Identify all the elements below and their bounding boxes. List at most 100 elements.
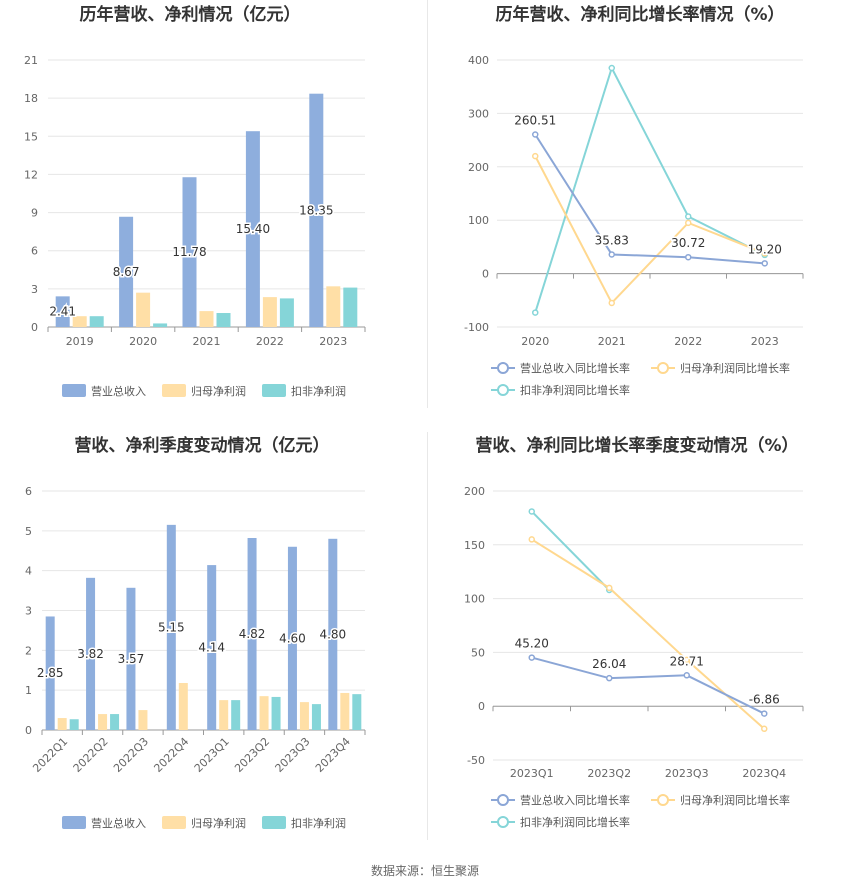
y-tick-label: 12 — [24, 168, 38, 181]
y-tick-label: 5 — [25, 525, 32, 538]
x-tick-label: 2023Q1 — [192, 735, 232, 775]
x-tick-label: 2022 — [256, 335, 284, 348]
data-point — [606, 674, 613, 682]
x-tick-label: 2022Q4 — [151, 735, 191, 775]
x-tick-label: 2023Q2 — [232, 735, 272, 775]
legend-marker — [497, 384, 509, 396]
bar-归母净利润 — [136, 292, 151, 327]
data-label: 5.15 — [158, 620, 185, 634]
data-label: 4.60 — [279, 631, 306, 645]
legend-swatch — [262, 384, 286, 397]
legend-label: 扣非净利润 — [291, 384, 346, 398]
bar-营业总收入 — [126, 587, 136, 730]
chart-title: 历年营收、净利情况（亿元） — [80, 4, 301, 25]
legend-swatch — [62, 816, 86, 829]
data-label: 3.82 — [77, 647, 104, 661]
series-line-扣非净利润同比增长率 — [534, 65, 766, 313]
data-point — [685, 253, 692, 261]
y-tick-label: 50 — [471, 646, 485, 659]
bar-归母净利润 — [259, 696, 269, 730]
bar-营业总收入 — [55, 296, 70, 327]
legend-label: 扣非净利润 — [291, 816, 346, 830]
bar-归母净利润 — [98, 714, 108, 730]
chart-title: 营收、净利季度变动情况（亿元） — [75, 435, 330, 456]
data-point — [761, 260, 768, 267]
x-tick-label: 2023Q4 — [313, 735, 353, 775]
data-source-note: 数据来源：恒生聚源 — [370, 864, 479, 878]
bar-扣非净利润 — [231, 700, 241, 730]
series-line-营业总收入同比增长率 — [531, 656, 765, 715]
y-tick-label: 200 — [468, 161, 489, 174]
data-label: 2.41 — [49, 305, 76, 319]
data-label: 4.82 — [239, 627, 266, 641]
data-point — [685, 213, 692, 220]
bar-归母净利润 — [72, 316, 87, 327]
data-label: 28.71 — [670, 654, 704, 668]
bar-营业总收入 — [182, 177, 197, 327]
bar-归母净利润 — [178, 682, 188, 730]
data-label: 8.67 — [113, 265, 140, 279]
bar-营业总收入 — [45, 616, 55, 730]
y-tick-label: 100 — [468, 214, 489, 227]
bar-归母净利润 — [219, 700, 229, 730]
panel-quarterly-amounts: 营收、净利季度变动情况（亿元） 0 1 2 3 4 5 6 2022Q1 2.85 2022Q2 3.… — [0, 430, 425, 860]
bar-归母净利润 — [326, 286, 341, 327]
bar-营业总收入 — [287, 546, 297, 730]
y-tick-label: 0 — [478, 700, 485, 713]
legend-label: 营业总收入 — [91, 816, 146, 830]
x-tick-label: 2023 — [319, 335, 347, 348]
data-point — [683, 656, 690, 664]
bar-营业总收入 — [86, 577, 96, 730]
data-point — [761, 250, 768, 257]
y-tick-label: 150 — [464, 539, 485, 552]
legend-marker — [497, 362, 509, 374]
chart-title: 历年营收、净利同比增长率情况（%） — [495, 4, 784, 25]
y-tick-label: 6 — [25, 485, 32, 498]
bar-扣非净利润 — [69, 719, 79, 730]
bar-营业总收入 — [166, 524, 176, 730]
y-tick-label: 4 — [25, 565, 32, 578]
x-tick-label: 2023Q4 — [742, 767, 786, 780]
data-label: 45.20 — [515, 637, 549, 651]
legend-swatch — [62, 384, 86, 397]
y-tick-label: 3 — [31, 283, 38, 296]
data-point — [608, 64, 615, 72]
chart-title: 营收、净利同比增长率季度变动情况（%） — [475, 435, 798, 456]
y-tick-label: 6 — [31, 245, 38, 258]
panel-quarterly-growth: 营收、净利同比增长率季度变动情况（%） -50 0 50 100 150 200 2023Q1… — [425, 430, 850, 860]
quarterly-growth-rate-chart: 营收、净利同比增长率季度变动情况（%） -50 0 50 100 150 200 2023Q1… — [464, 435, 804, 829]
y-tick-label: 200 — [464, 485, 485, 498]
data-point — [528, 536, 535, 543]
bar-扣非净利润 — [89, 316, 104, 327]
data-point — [608, 299, 615, 307]
data-label: 18.35 — [299, 203, 333, 217]
panel-annual-amounts: 历年营收、净利情况（亿元） 0 3 6 9 12 15 18 21 2019 2.41 2020 8.6… — [0, 0, 425, 420]
data-label: 3.57 — [118, 652, 145, 666]
data-label: 30.72 — [671, 236, 705, 250]
data-label: 2.85 — [37, 666, 64, 680]
x-tick-label: 2020 — [521, 335, 549, 348]
y-tick-label: 400 — [468, 54, 489, 67]
bar-归母净利润 — [299, 702, 309, 730]
legend-label: 扣非净利润同比增长率 — [520, 815, 630, 829]
y-tick-label: 0 — [482, 268, 489, 281]
data-point — [608, 251, 615, 258]
legend-label: 归母净利润同比增长率 — [680, 361, 790, 375]
bar-归母净利润 — [340, 692, 350, 730]
x-tick-label: 2021 — [598, 335, 626, 348]
legend-label: 营业总收入同比增长率 — [520, 361, 630, 375]
data-label: 15.40 — [236, 222, 270, 236]
y-tick-label: 9 — [31, 207, 38, 220]
y-tick-label: 15 — [24, 130, 38, 143]
data-label: 19.20 — [748, 242, 782, 256]
legend-label: 归母净利润 — [191, 384, 246, 398]
y-tick-label: 0 — [25, 724, 32, 737]
data-point — [685, 219, 692, 227]
data-label: 35.83 — [595, 233, 629, 247]
legend-swatch — [262, 816, 286, 829]
y-tick-label: 2 — [25, 644, 32, 657]
bar-归母净利润 — [138, 710, 148, 730]
data-label: 260.51 — [514, 113, 556, 127]
x-tick-label: 2022 — [674, 335, 702, 348]
x-tick-label: 2023 — [751, 335, 779, 348]
